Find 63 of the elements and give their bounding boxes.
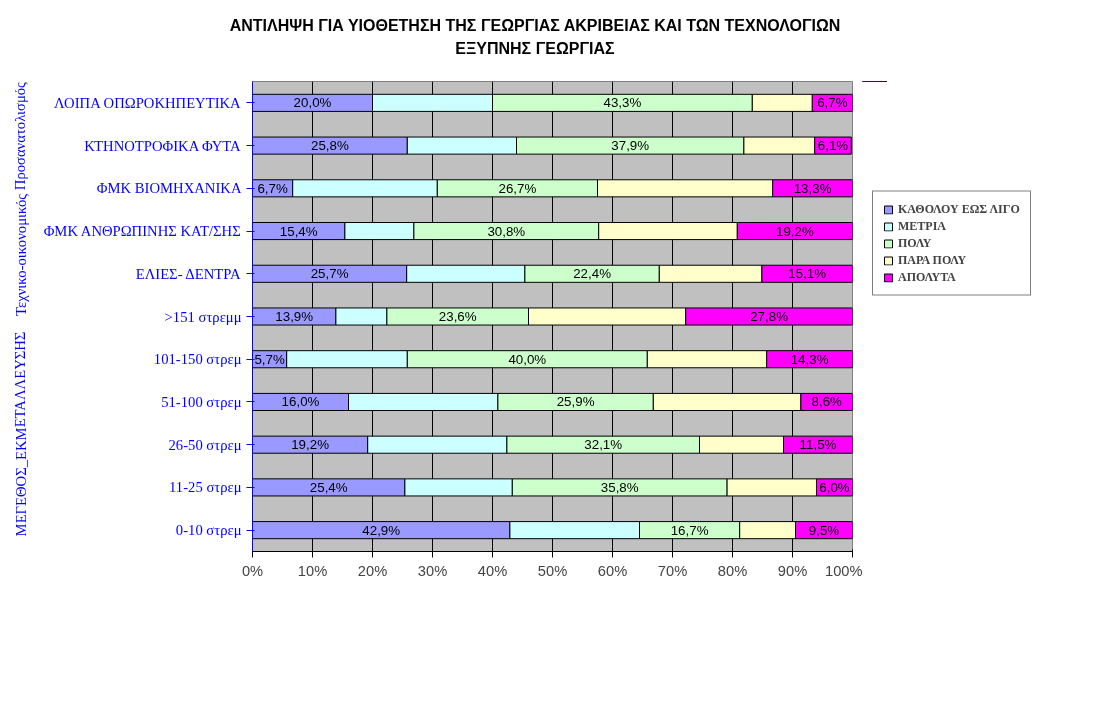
y-tick-label: 0-10 στρεμ <box>175 521 242 538</box>
legend-label: ΜΕΤΡΙΑ <box>898 218 946 234</box>
data-label: 6,7% <box>817 95 848 111</box>
data-label: 42,9% <box>362 522 401 538</box>
x-tick-label: 0% <box>241 562 264 579</box>
data-label: 13,9% <box>275 308 314 324</box>
x-tick-label: 10% <box>297 562 328 579</box>
x-tick-label: 90% <box>777 562 808 579</box>
y-tick-label: ΛΟΙΠΑ ΟΠΩΡΟΚΗΠΕΥΤΙΚΑ <box>54 94 242 111</box>
data-label: 15,4% <box>279 223 318 239</box>
x-tick-label: 60% <box>597 562 628 579</box>
data-label: 19,2% <box>291 436 330 452</box>
x-tick-label: 80% <box>717 562 748 579</box>
data-label: 22,4% <box>573 265 612 281</box>
data-label: 37,9% <box>611 137 650 153</box>
data-label: 11,5% <box>799 436 837 452</box>
data-label: 8,6% <box>811 394 843 410</box>
y-tick-label: 101-150 στρεμ <box>153 350 242 367</box>
y-tick-label: ΕΛΙΕΣ- ΔΕΝΤΡΑ <box>135 265 242 282</box>
y-tick-label: 26-50 στρεμ <box>168 436 242 453</box>
data-label: 6,0% <box>819 479 850 495</box>
x-tick-label: 50% <box>537 562 568 579</box>
data-label: 25,4% <box>309 479 348 495</box>
y-tick-label: 11-25 στρεμ <box>169 479 242 496</box>
data-label: 25,8% <box>311 137 349 153</box>
data-label: 5,7% <box>254 351 285 367</box>
chart-title: ΑΝΤΙΛΗΨΗ ΓΙΑ ΥΙΟΘΕΤΗΣΗ ΤΗΣ ΓΕΩΡΓΙΑΣ ΑΚΡΙΒΕΙΑΣ ΚΑΙ ΤΩΝ ΤΕΧΝΟΛΟΓΙΩΝ ΕΞΥΠΝΗΣ ΓΕΩΡΓΙΑΣ <box>228 16 842 59</box>
text: Τεχνικο-οικονομικός Προσανατολισμός <box>12 81 29 316</box>
data-label: 14,3% <box>790 351 829 367</box>
data-label: 32,1% <box>584 436 623 452</box>
data-label: 27,8% <box>750 308 789 324</box>
data-label: 6,1% <box>817 137 849 153</box>
data-label: 6,7% <box>257 180 288 196</box>
x-tick-label: 70% <box>657 562 688 579</box>
data-label: 13,3% <box>793 180 832 196</box>
data-label: 19,2% <box>776 223 814 239</box>
y-tick-label: ΦΜΚ ΑΝΘΡΩΠΙΝΗΣ ΚΑΤ/ΣΗΣ <box>43 222 241 239</box>
legend-label: ΠΑΡΑ ΠΟΛΥ <box>898 252 967 268</box>
y-tick-label: ΚΤΗΝΟΤΡΟΦΙΚΑ ΦΥΤΑ <box>84 137 242 154</box>
data-label: 15,1% <box>788 265 827 281</box>
x-tick-label: 100% <box>825 562 863 579</box>
data-label: 25,7% <box>310 265 349 281</box>
legend-label: ΠΟΛΥ <box>898 235 932 251</box>
data-label: 16,7% <box>670 522 709 538</box>
y-tick-label: ΦΜΚ ΒΙΟΜΗΧΑΝΙΚΑ <box>96 180 242 197</box>
y-tick-label: 51-100 στρεμ <box>161 393 242 410</box>
data-label: 23,6% <box>438 308 477 324</box>
data-label: 16,0% <box>281 394 320 410</box>
x-tick-label: 40% <box>477 562 508 579</box>
y-tick-label: >151 στρεμμ <box>164 308 242 325</box>
data-label: 9,5% <box>808 522 840 538</box>
data-label: 30,8% <box>487 223 526 239</box>
data-label: 20,0% <box>293 95 332 111</box>
data-label: 25,9% <box>556 394 595 410</box>
data-label: 40,0% <box>508 351 547 367</box>
x-tick-label: 20% <box>357 562 388 579</box>
data-label: 26,7% <box>498 180 537 196</box>
data-label: 35,8% <box>600 479 639 495</box>
x-tick-label: 30% <box>417 562 448 579</box>
data-label: 43,3% <box>603 95 642 111</box>
legend-label: ΑΠΟΛΥΤΑ <box>898 269 956 285</box>
legend-label: ΚΑΘΟΛΟΥ ΕΩΣ ΛΙΓΟ <box>898 201 1020 217</box>
text: ΜΕΓΕΘΟΣ_ΕΚΜΕΤΑΛΛΕΥΣΗΣ <box>12 331 29 537</box>
